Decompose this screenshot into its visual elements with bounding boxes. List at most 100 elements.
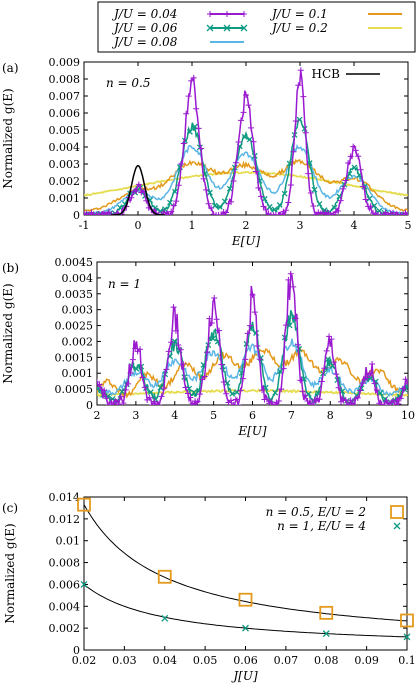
- data-point: [321, 365, 328, 372]
- data-point: [101, 387, 108, 394]
- data-point: [175, 341, 182, 348]
- data-point: [120, 400, 127, 405]
- data-point: [345, 401, 352, 405]
- data-point: [115, 401, 122, 405]
- y-tick-label: 0: [86, 399, 93, 412]
- data-point: [157, 384, 164, 391]
- data-point: [190, 389, 197, 396]
- x-tick-label: -1: [79, 219, 90, 232]
- data-point: [366, 370, 373, 377]
- data-point: [403, 633, 411, 641]
- data-point: [360, 183, 367, 190]
- x-tick-label: 5: [405, 219, 412, 232]
- data-point: [177, 346, 184, 353]
- data-point: [260, 203, 267, 210]
- x-tick-label: 0.04: [153, 654, 178, 667]
- data-point: [230, 177, 237, 184]
- data-point: [206, 189, 213, 196]
- data-point: [397, 395, 404, 402]
- data-point: [170, 202, 177, 209]
- data-point: [117, 393, 124, 400]
- y-tick-label: 0.0025: [55, 320, 94, 333]
- series-line: [97, 338, 408, 398]
- data-point: [213, 316, 220, 323]
- data-point: [318, 378, 325, 385]
- data-point: [168, 339, 175, 346]
- data-point: [243, 91, 249, 98]
- data-point: [237, 387, 244, 394]
- data-point: [221, 198, 228, 205]
- data-point: [352, 147, 359, 154]
- data-point: [285, 199, 292, 206]
- data-point: [239, 375, 246, 382]
- data-point: [122, 386, 129, 393]
- data-point: [203, 186, 210, 193]
- data-point: [278, 386, 285, 393]
- data-point: [290, 148, 297, 155]
- x-tick-label: 9: [366, 409, 373, 422]
- data-point: [373, 386, 380, 393]
- data-point: [173, 198, 180, 205]
- data-point: [300, 93, 307, 100]
- data-point: [241, 133, 248, 140]
- data-point: [133, 187, 140, 194]
- x-tick-label: 7: [288, 409, 295, 422]
- data-point: [208, 320, 215, 327]
- x-tick-label: 10: [401, 409, 415, 422]
- data-point: [262, 206, 269, 213]
- data-point: [211, 295, 218, 302]
- data-point: [216, 203, 223, 210]
- series-line: [111, 164, 165, 215]
- y-tick-label: 0.0015: [55, 351, 94, 364]
- data-point: [220, 378, 227, 385]
- y-tick-label: 0.001: [49, 192, 81, 205]
- data-point: [371, 202, 378, 209]
- data-point: [235, 138, 242, 145]
- data-point: [337, 197, 344, 204]
- data-point: [229, 390, 236, 397]
- data-point: [287, 182, 294, 189]
- data-point: [316, 396, 323, 403]
- data-point: [335, 384, 342, 391]
- data-point: [105, 208, 112, 215]
- data-point: [377, 389, 384, 396]
- data-point: [105, 402, 112, 405]
- y-tick-label: 0.0045: [55, 256, 94, 269]
- data-point: [232, 396, 239, 403]
- data-point: [355, 153, 362, 160]
- data-point: [357, 387, 364, 394]
- data-point: [405, 380, 408, 387]
- y-tick-label: 0.014: [49, 491, 81, 504]
- data-point: [180, 361, 187, 368]
- data-point: [141, 384, 148, 391]
- data-point: [244, 330, 251, 337]
- data-point: [311, 186, 318, 193]
- y-tick-label: 0.0035: [55, 288, 94, 301]
- data-point: [354, 394, 361, 401]
- panel-annotation: n = 0.5: [106, 76, 151, 90]
- data-point: [383, 397, 390, 404]
- data-point: [108, 212, 115, 215]
- data-point: [227, 397, 234, 404]
- y-axis-label: Normalized g(E): [1, 283, 15, 383]
- data-point: [206, 315, 213, 322]
- legend-marker: [206, 24, 214, 32]
- data-point: [238, 592, 253, 607]
- panel-label-b: (b): [2, 261, 19, 275]
- data-point: [400, 613, 414, 628]
- y-tick-label: 0.0005: [55, 383, 94, 396]
- data-point: [395, 212, 402, 215]
- data-point: [335, 208, 342, 215]
- x-axis-label: E[U]: [237, 424, 267, 438]
- data-point: [139, 374, 146, 381]
- data-point: [171, 338, 178, 345]
- series-line: [97, 346, 408, 399]
- panel-b-chart: 2 3 4 5 6 7 8 9 10 0 0.0005 0.001 0.0015 0.002 0.0025 0…: [1, 256, 415, 438]
- data-point: [204, 349, 211, 356]
- data-point: [149, 402, 156, 405]
- data-point: [146, 394, 153, 401]
- data-point: [218, 361, 225, 368]
- data-point: [271, 206, 278, 213]
- data-point: [205, 200, 212, 207]
